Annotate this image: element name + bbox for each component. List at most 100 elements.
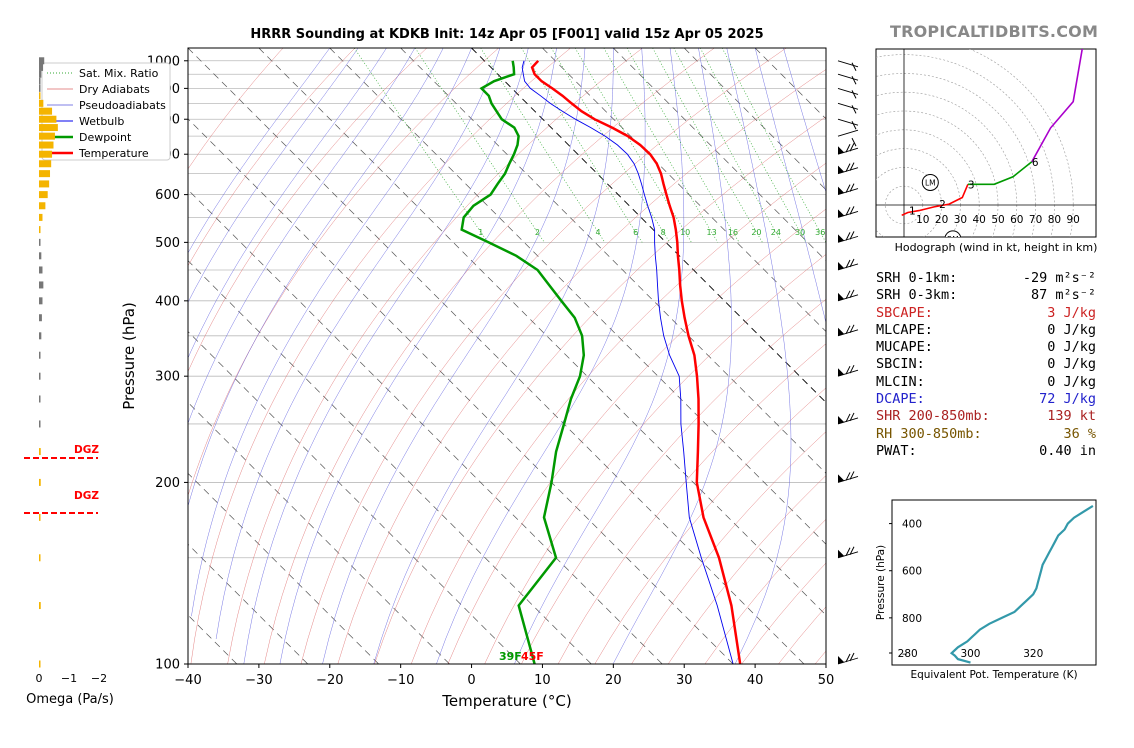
barb-flag xyxy=(849,652,855,662)
y-tick-label: 200 xyxy=(155,476,180,491)
mixing-ratio-label: 8 xyxy=(661,228,666,237)
param-row: DCAPE: 72 J/kg xyxy=(876,391,1096,408)
omega-bar xyxy=(39,213,43,221)
hodo-ring-label: 20 xyxy=(935,214,948,226)
barb-flag xyxy=(845,207,851,216)
y-tick-label: 100 xyxy=(155,658,180,673)
isotherm xyxy=(613,48,826,262)
omega-bar xyxy=(39,478,41,486)
x-axis-label: Temperature (°C) xyxy=(441,692,571,710)
param-row: PWAT: 0.40 in xyxy=(876,443,1096,460)
theta-e-y-tick-label: – xyxy=(902,648,907,660)
theta-e-y-tick-label: 800 xyxy=(902,613,922,625)
barb-flag xyxy=(851,121,857,130)
hodo-height-label: 9 xyxy=(1084,31,1091,43)
omega-bar xyxy=(39,180,50,188)
param-row: MLCAPE: 0 J/kg xyxy=(876,322,1096,339)
barb-flag xyxy=(849,231,855,240)
omega-bar xyxy=(39,191,48,199)
hodo-segment xyxy=(901,183,969,217)
omega-bar xyxy=(39,132,55,140)
omega-bar xyxy=(39,170,51,178)
param-label: SBCIN: xyxy=(876,356,925,373)
dry-adiabat xyxy=(594,387,826,664)
theta-e-y-tick-label: 600 xyxy=(902,566,922,578)
barb-pennant xyxy=(838,146,844,155)
pseudoadiabat xyxy=(243,48,529,664)
omega-bar xyxy=(39,238,41,246)
dry-adiabat xyxy=(264,48,715,664)
wind-barb xyxy=(837,206,859,218)
param-value: 0.40 in xyxy=(1039,442,1096,459)
barb-shaft xyxy=(837,329,859,337)
wind-barb xyxy=(837,324,859,337)
mixing-ratio-line xyxy=(414,48,545,243)
wind-barb xyxy=(837,364,859,377)
x-tick-label: 0 xyxy=(467,673,475,688)
pseudoadiabat xyxy=(188,48,444,508)
param-row: SBCIN: 0 J/kg xyxy=(876,356,1096,373)
barb-flag xyxy=(849,162,855,171)
mixing-ratio-line xyxy=(699,48,807,243)
barb-shaft xyxy=(837,73,859,81)
sounding-parameters: SRH 0-1km: -29 m²s⁻² SRH 0-3km: 87 m²s⁻² SBC… xyxy=(876,270,1096,460)
wind-barb xyxy=(837,60,859,72)
barb-pennant xyxy=(838,234,844,243)
wind-barb xyxy=(837,162,859,175)
omega-bar xyxy=(39,70,42,78)
omega-tick-label: −2 xyxy=(91,672,107,685)
omega-bar xyxy=(39,266,43,274)
barb-flag xyxy=(851,105,857,114)
hodograph-title: Hodograph (wind in kt, height in km) xyxy=(895,241,1098,254)
theta-e-x-tick-label: 320 xyxy=(1023,648,1043,660)
barb-flag xyxy=(851,137,857,147)
mixing-ratio-label: 30 xyxy=(795,228,805,237)
omega-bar xyxy=(39,226,41,234)
legend-label: Pseudoadiabats xyxy=(79,99,166,112)
hodo-height-label: 2 xyxy=(939,199,946,211)
isotherm xyxy=(329,48,826,545)
hodo-segment xyxy=(967,161,1033,186)
param-value: 0 J/kg xyxy=(1047,339,1096,356)
barb-flag xyxy=(845,365,851,375)
mixing-ratio-label: 36 xyxy=(815,228,825,237)
dry-adiabat xyxy=(557,343,826,664)
param-value: 0 J/kg xyxy=(1047,373,1096,390)
param-row: SBCAPE: 3 J/kg xyxy=(876,305,1096,322)
mixing-ratio-line xyxy=(721,48,826,243)
wind-barb xyxy=(837,412,859,425)
pseudoadiabat xyxy=(191,48,472,617)
param-value: -29 m²s⁻² xyxy=(1022,270,1096,286)
x-tick-label: −40 xyxy=(174,673,201,688)
dgz-label: DGZ xyxy=(74,444,99,456)
mixing-ratio-label: 20 xyxy=(751,228,761,237)
omega-bar xyxy=(39,281,44,289)
storm-motion-marker xyxy=(944,230,962,237)
hodo-inner: 10 20 30 40 50 60 70 80 90 1 2 3 6 9 LM RM xyxy=(876,31,1096,237)
mixing-ratio-line xyxy=(550,48,670,243)
omega-plot: DGZ DGZ 0 −1 −2 Omega (Pa/s) xyxy=(24,57,114,707)
legend-label: Dry Adiabats xyxy=(79,83,150,96)
wind-barb xyxy=(837,652,859,665)
omega-bar xyxy=(39,63,44,71)
hodo-ring-label: 50 xyxy=(991,214,1004,226)
wind-barb xyxy=(837,183,859,196)
barb-pennant xyxy=(838,474,844,483)
barb-flag xyxy=(845,472,851,481)
legend-label: Sat. Mix. Ratio xyxy=(79,67,159,80)
omega-bar xyxy=(39,57,45,65)
dgz-label: DGZ xyxy=(74,490,99,502)
barb-pennant xyxy=(838,261,844,270)
param-label: MLCAPE: xyxy=(876,321,933,338)
legend: Sat. Mix. Ratio Dry Adiabats Pseudoadiabat… xyxy=(41,62,171,161)
mixing-ratio-label: 16 xyxy=(728,228,738,237)
omega-bar xyxy=(39,660,41,668)
x-tick-label: −30 xyxy=(245,673,272,688)
barb-shaft xyxy=(837,551,859,559)
hodo-ring-label: 80 xyxy=(1048,214,1061,226)
barb-shaft xyxy=(837,369,859,377)
omega-bar xyxy=(39,297,43,305)
omega-bar xyxy=(39,150,53,158)
wind-barb xyxy=(837,546,859,559)
isotherm xyxy=(683,48,826,191)
